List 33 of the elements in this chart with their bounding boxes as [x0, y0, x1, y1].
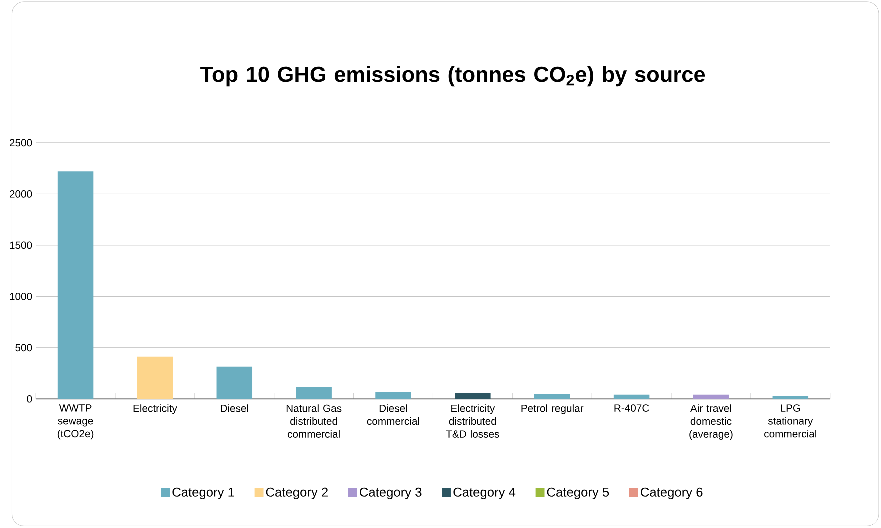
- x-tick-label: Natural Gas distributed commercial: [286, 404, 342, 438]
- bar: [296, 387, 332, 400]
- legend-label: Category 4: [454, 488, 516, 500]
- legend-label: Category 3: [360, 488, 422, 500]
- x-tick-label: Diesel: [221, 404, 248, 412]
- y-tick-label: 1000: [10, 292, 32, 300]
- legend-label: Category 6: [641, 488, 703, 500]
- bar: [455, 393, 491, 400]
- y-tick-label: 500: [16, 344, 32, 352]
- x-tick-label: LPG stationary commercial: [764, 404, 817, 438]
- bar: [58, 172, 94, 400]
- bar: [376, 392, 412, 400]
- x-tick-label: Electricity distributed T&D losses: [446, 404, 500, 438]
- x-tick-label: Petrol regular: [522, 404, 584, 414]
- y-tick-label: 2500: [10, 139, 32, 147]
- x-tick-label: Air travel domestic (average): [690, 404, 733, 440]
- bar: [614, 394, 650, 400]
- bar: [534, 394, 570, 400]
- x-tick-label: R-407C: [614, 404, 650, 412]
- bar: [693, 394, 730, 400]
- x-tick-label: Diesel commercial: [367, 404, 420, 426]
- bar: [216, 366, 253, 400]
- legend-label: Category 5: [547, 488, 610, 500]
- y-tick-label: 0: [27, 395, 32, 403]
- bar: [772, 396, 809, 400]
- legend-label: Category 1: [172, 488, 234, 500]
- x-tick-label: Electricity: [134, 404, 178, 414]
- bar: [137, 356, 174, 400]
- y-tick-label: 1500: [10, 242, 32, 250]
- chart-title: Top 10 GHG emissions (tonnes CO$_{2}$e) by source: [200, 66, 706, 86]
- x-tick-label: WWTP sewage (tCO2e): [58, 404, 94, 440]
- y-tick-label: 2000: [10, 190, 32, 198]
- legend-label: Category 2: [266, 488, 328, 500]
